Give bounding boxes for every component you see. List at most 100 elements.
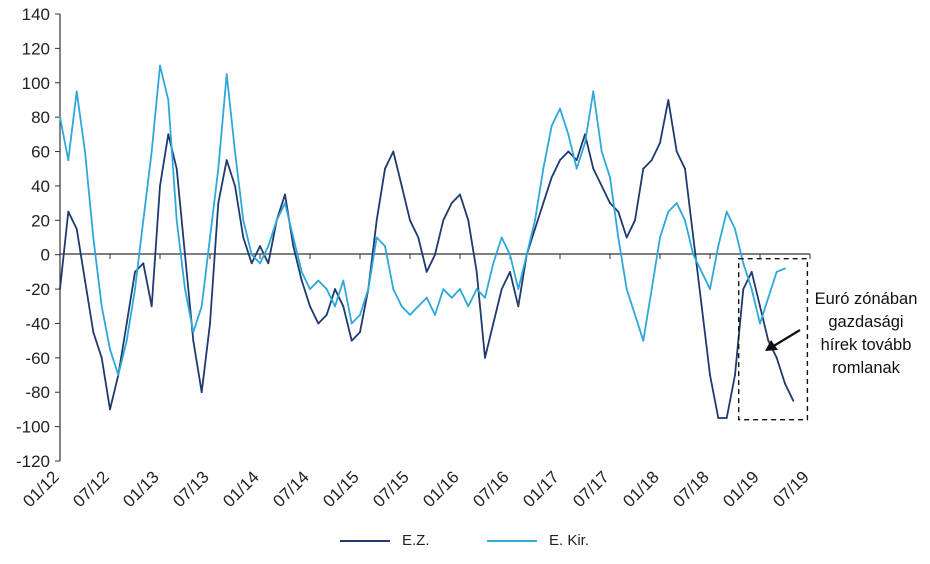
data-point [250, 253, 253, 256]
data-point [717, 417, 720, 419]
data-point [150, 305, 153, 308]
x-tick-label: 01/19 [719, 467, 763, 511]
x-tick-label: 01/17 [519, 467, 563, 511]
y-tick-label: 140 [22, 5, 50, 24]
data-point [742, 288, 745, 290]
data-point [492, 322, 495, 325]
data-point [700, 305, 703, 308]
data-point [575, 159, 578, 162]
annotation-arrow-head [765, 340, 778, 351]
data-point [384, 167, 386, 170]
legend-line-ez [340, 539, 390, 542]
data-point [350, 322, 353, 325]
data-point [192, 339, 195, 342]
data-point [442, 288, 445, 290]
annotation-line-1: Euró zónában [814, 290, 918, 308]
data-point [109, 408, 111, 411]
data-point [167, 133, 170, 136]
data-point [409, 219, 411, 222]
legend-line-ekir [487, 539, 537, 542]
y-tick-label: -60 [25, 349, 50, 368]
data-point [142, 262, 145, 265]
data-point [434, 253, 436, 256]
data-point [609, 176, 611, 179]
data-point [709, 374, 711, 376]
data-point [209, 322, 211, 325]
data-point [509, 271, 511, 273]
data-point [159, 185, 161, 187]
data-point [325, 314, 328, 316]
data-point [542, 202, 545, 205]
data-point [125, 322, 128, 325]
data-point [734, 228, 736, 230]
data-point [225, 73, 228, 76]
data-point [584, 142, 586, 144]
y-tick-label: -80 [25, 383, 50, 402]
legend-label-ekir: E. Kir. [549, 532, 590, 549]
data-point [459, 288, 461, 290]
data-point [634, 219, 636, 222]
data-point [234, 185, 236, 187]
data-point [659, 236, 661, 239]
data-point [725, 210, 728, 213]
data-point [200, 305, 203, 308]
data-point [792, 399, 795, 402]
data-point [509, 253, 511, 256]
data-point [392, 150, 395, 153]
data-point [59, 288, 61, 290]
data-point [734, 374, 736, 376]
data-point [775, 356, 778, 359]
y-tick-label: 120 [22, 39, 50, 58]
data-point [200, 391, 203, 394]
data-point [650, 159, 653, 162]
data-point [317, 322, 320, 325]
data-point [592, 90, 595, 93]
series-line-ez [59, 99, 795, 419]
data-point [317, 279, 320, 282]
data-point [92, 236, 95, 239]
data-point [567, 150, 570, 153]
data-point [475, 288, 478, 290]
data-point [759, 305, 761, 308]
y-tick-label: 60 [31, 143, 50, 162]
data-point [259, 245, 261, 248]
data-point [217, 202, 220, 205]
x-tick-label: 01/14 [219, 467, 263, 511]
data-point [409, 314, 411, 316]
data-point [67, 159, 70, 162]
series-layer [59, 64, 795, 419]
legend-item-ekir: E. Kir. [487, 532, 589, 549]
data-point [667, 210, 670, 213]
data-point [192, 331, 195, 333]
data-point [642, 167, 645, 170]
data-point [417, 236, 420, 239]
data-point [784, 382, 786, 385]
data-point [100, 305, 103, 308]
x-tick-label: 01/16 [419, 467, 463, 511]
data-point [717, 245, 720, 248]
data-point [309, 288, 311, 290]
data-point [150, 150, 153, 153]
data-point [375, 236, 378, 239]
data-point [109, 348, 111, 351]
data-point [750, 288, 753, 290]
data-point [134, 271, 136, 273]
data-point [167, 99, 170, 101]
data-point [325, 288, 328, 290]
y-tick-label: -40 [25, 314, 50, 333]
data-point [692, 236, 695, 239]
data-point [184, 253, 186, 256]
annotation-line-4: romlanak [832, 359, 900, 377]
data-point [267, 262, 270, 265]
x-tick-label: 01/12 [19, 467, 63, 511]
data-point [684, 219, 686, 222]
data-point [784, 267, 786, 270]
data-point [667, 99, 670, 101]
data-point [359, 331, 361, 333]
data-point [467, 219, 470, 222]
x-tick-label: 07/14 [269, 467, 313, 511]
data-point [84, 150, 86, 153]
data-point [542, 167, 545, 170]
data-point [567, 133, 570, 136]
legend: E.Z. E. Kir. [0, 532, 930, 556]
